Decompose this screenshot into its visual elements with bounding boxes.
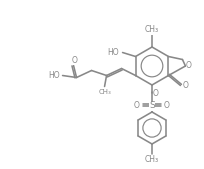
Text: CH₃: CH₃ — [145, 26, 159, 34]
Text: O: O — [72, 56, 78, 65]
Text: O: O — [185, 62, 191, 70]
Text: O: O — [153, 90, 159, 99]
Text: CH₃: CH₃ — [98, 89, 111, 94]
Text: O: O — [183, 81, 188, 90]
Text: O: O — [164, 101, 170, 110]
Text: HO: HO — [49, 71, 60, 80]
Text: CH₃: CH₃ — [145, 154, 159, 163]
Text: O: O — [134, 101, 140, 110]
Text: S: S — [149, 102, 155, 111]
Text: HO: HO — [108, 48, 119, 57]
